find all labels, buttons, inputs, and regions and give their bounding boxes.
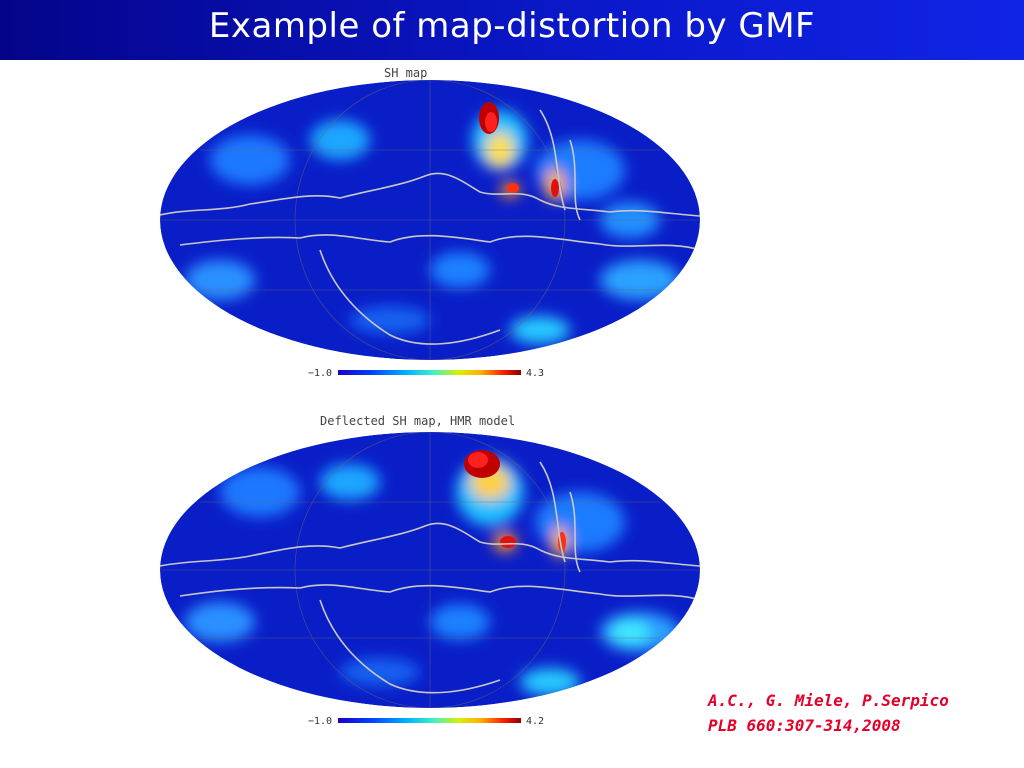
credit-authors: A.C., G. Miele, P.Serpico (708, 691, 949, 710)
skymap-1 (160, 80, 700, 360)
colorbar-2-max-label: 4.2 (526, 716, 545, 727)
skymap-2 (160, 432, 700, 708)
map-title-2: Deflected SH map, HMR model (320, 414, 516, 428)
slide-header: Example of map-distortion by GMF (0, 0, 1024, 60)
colorbar-2 (338, 718, 521, 723)
map-title-1: SH map (384, 66, 428, 80)
credit-reference: PLB 660:307-314,2008 (708, 716, 901, 735)
colorbar-1-max-label: 4.3 (526, 368, 545, 379)
colorbar-1 (338, 370, 521, 375)
colorbar-2-min-label: −1.0 (308, 716, 333, 727)
colorbar-1-min-label: −1.0 (308, 368, 333, 379)
slide-title: Example of map-distortion by GMF (208, 6, 816, 46)
